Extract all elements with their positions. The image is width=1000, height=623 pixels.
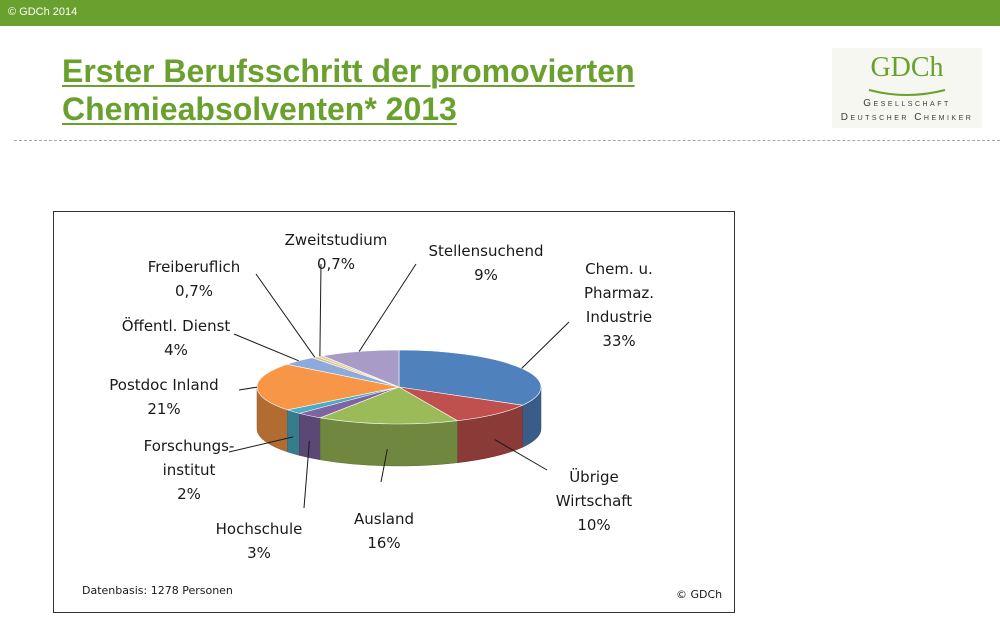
header-copyright: © GDCh 2014 bbox=[8, 6, 78, 18]
data-label-line: 2% bbox=[177, 485, 201, 503]
slice-stellensuchend bbox=[321, 349, 400, 388]
data-label-stellensuchend: Stellensuchend 9% bbox=[428, 242, 543, 284]
leader-line-postdoc-inland bbox=[238, 386, 258, 391]
slice-side-hochschule bbox=[299, 413, 321, 461]
logo-line2: Deutscher Chemiker bbox=[840, 112, 974, 123]
data-label-line: 3% bbox=[247, 544, 271, 562]
data-label-postdoc-inland: Postdoc Inland 21% bbox=[109, 376, 218, 418]
data-label-line: 0,7% bbox=[175, 282, 213, 300]
data-label-line: Hochschule bbox=[216, 520, 303, 538]
leader-line-stellensuchend bbox=[358, 263, 417, 352]
chart-copyright: © GDCh bbox=[676, 588, 722, 601]
slice-side-forschungsinstitut bbox=[287, 409, 300, 456]
leader-line-freiberuflich bbox=[255, 273, 316, 358]
data-label-line: 10% bbox=[577, 516, 610, 534]
pie-chart: Chem. u. Pharmaz. Industrie 33% Übrige Wirtsc… bbox=[82, 231, 722, 601]
leader-line-hochschule bbox=[303, 440, 310, 509]
logo-line1: Gesellschaft bbox=[863, 98, 951, 109]
gdch-logo: GDCh Gesellschaft Deutscher Chemiker bbox=[832, 48, 982, 128]
data-label-line: 0,7% bbox=[317, 255, 355, 273]
data-label-forschungsinstitut: Forschungs-institut 2% bbox=[144, 437, 235, 503]
data-label-line: institut bbox=[163, 461, 216, 479]
page-title: Erster Berufsschritt der promovierten Ch… bbox=[62, 52, 635, 128]
pie-slices bbox=[256, 349, 542, 425]
data-label-line: Ausland bbox=[354, 510, 414, 528]
leader-line-forschungsinstitut bbox=[228, 436, 294, 453]
data-label-ausland: Ausland 16% bbox=[354, 510, 414, 552]
data-label-freiberuflich: Freiberuflich 0,7% bbox=[148, 258, 241, 300]
chart-footnote: Datenbasis: 1278 Personen bbox=[82, 584, 233, 597]
data-label-ubrige-wirtschaft: Übrige Wirtschaft 10% bbox=[556, 467, 632, 534]
slice-labels: Chem. u. Pharmaz. Industrie 33% Übrige Wirtsc… bbox=[109, 231, 654, 562]
data-label-offentl-dienst: Öffentl. Dienst 4% bbox=[122, 316, 231, 359]
leader-line-ubrige-wirtschaft bbox=[494, 439, 548, 471]
slice-ubrige-wirtschaft bbox=[398, 386, 524, 422]
data-label-line: Öffentl. Dienst bbox=[122, 316, 231, 335]
title-divider bbox=[14, 140, 1000, 141]
top-bar: © GDCh 2014 bbox=[0, 0, 1000, 26]
slice-side-ausland bbox=[319, 417, 458, 467]
data-label-line: Stellensuchend bbox=[428, 242, 543, 260]
leader-line-zweitstudium bbox=[319, 263, 322, 357]
page-title-line2: Chemieabsolventen* 2013 bbox=[62, 91, 457, 127]
data-label-line: 9% bbox=[474, 266, 498, 284]
data-label-line: Zweitstudium bbox=[285, 231, 388, 249]
data-label-zweitstudium: Zweitstudium 0,7% bbox=[285, 231, 388, 273]
data-label-line: 4% bbox=[164, 341, 188, 359]
data-label-line: Forschungs- bbox=[144, 437, 235, 455]
leader-line-ausland bbox=[380, 448, 388, 483]
slice-ausland bbox=[319, 386, 459, 425]
data-label-line: Übrige bbox=[569, 467, 619, 486]
chart-area: Chem. u. Pharmaz. Industrie 33% Übrige Wirtsc… bbox=[53, 211, 735, 613]
data-label-chem-u-pharmaz-industrie: Chem. u. Pharmaz. Industrie 33% bbox=[584, 260, 654, 350]
leader-line-offentl-dienst bbox=[233, 333, 299, 362]
data-label-line: Industrie bbox=[586, 308, 652, 326]
leader-line-chem-u-pharmaz-industrie bbox=[521, 321, 570, 369]
data-label-line: 16% bbox=[367, 534, 400, 552]
data-label-line: Pharmaz. bbox=[584, 284, 654, 302]
page-title-line1: Erster Berufsschritt der promovierten bbox=[62, 53, 635, 89]
data-label-line: Chem. u. bbox=[585, 260, 653, 278]
leader-lines bbox=[228, 263, 570, 509]
data-label-line: Freiberuflich bbox=[148, 258, 241, 276]
pie-depth bbox=[256, 386, 542, 467]
data-label-line: 21% bbox=[147, 400, 180, 418]
logo-arc bbox=[868, 89, 946, 96]
data-label-line: Postdoc Inland bbox=[109, 376, 218, 394]
data-label-line: 33% bbox=[602, 332, 635, 350]
data-label-line: Wirtschaft bbox=[556, 492, 632, 510]
slice-chem-u-pharmaz-industrie bbox=[398, 349, 542, 406]
data-label-hochschule: Hochschule 3% bbox=[216, 520, 303, 562]
slice-postdoc-inland bbox=[256, 363, 400, 411]
logo-mark: GDCh bbox=[870, 52, 944, 83]
